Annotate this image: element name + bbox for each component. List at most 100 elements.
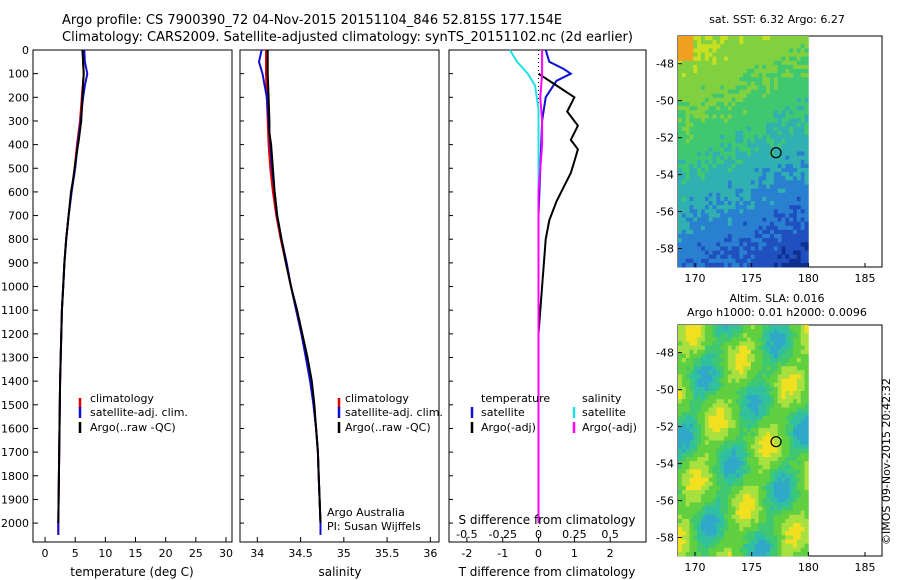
heatmap-cell — [693, 469, 698, 474]
heatmap-cell — [727, 176, 733, 181]
heatmap-cell — [712, 448, 717, 454]
heatmap-cell — [766, 229, 771, 235]
heatmap-cell — [747, 110, 752, 115]
heatmap-cell — [697, 411, 702, 417]
heatmap-cell — [720, 378, 725, 384]
heatmap-cell — [712, 102, 717, 107]
heatmap-cell — [754, 60, 759, 66]
heatmap-cell — [727, 254, 733, 260]
heatmap-cell — [793, 196, 798, 202]
heatmap-cell — [735, 89, 740, 95]
heatmap-cell — [766, 382, 771, 388]
heatmap-cell — [773, 139, 779, 144]
heatmap-cell — [770, 432, 775, 437]
heatmap-cell — [762, 452, 767, 458]
heatmap-cell — [693, 415, 698, 421]
heatmap-cell — [770, 469, 775, 474]
heatmap-cell — [785, 126, 790, 132]
heatmap-cell — [739, 106, 744, 111]
heatmap-cell — [750, 353, 756, 359]
heatmap-cell — [731, 527, 736, 532]
heatmap-cell — [785, 242, 790, 247]
heatmap-cell — [766, 366, 771, 371]
heatmap-cell — [789, 428, 794, 433]
heatmap-cell — [773, 539, 779, 545]
heatmap-cell — [743, 477, 748, 483]
heatmap-cell — [731, 201, 736, 206]
heatmap-cell — [766, 254, 771, 260]
heatmap-cell — [777, 465, 782, 470]
heatmap-cell — [720, 159, 725, 165]
heatmap-cell — [720, 337, 725, 342]
heatmap-cell — [727, 353, 733, 359]
heatmap-cell — [800, 188, 805, 194]
heatmap-cell — [727, 391, 733, 396]
heatmap-cell — [800, 221, 805, 227]
legend-label-t-argo: Argo(-adj) — [481, 421, 536, 434]
heatmap-cell — [789, 213, 794, 218]
heatmap-cell — [693, 386, 698, 392]
heatmap-cell — [754, 73, 759, 78]
heatmap-cell — [716, 64, 721, 70]
heatmap-cell — [724, 85, 729, 91]
heatmap-cell — [727, 345, 733, 351]
heatmap-cell — [766, 391, 771, 396]
heatmap-cell — [747, 118, 752, 124]
heatmap-cell — [678, 225, 683, 231]
heatmap-cell — [785, 81, 790, 86]
heatmap-cell — [789, 246, 794, 251]
heatmap-cell — [754, 432, 759, 437]
heatmap-cell — [781, 378, 786, 384]
heatmap-cell — [735, 353, 740, 359]
heatmap-cell — [747, 205, 752, 210]
heatmap-cell — [804, 188, 809, 194]
heatmap-cell — [701, 89, 706, 95]
heatmap-cell — [701, 48, 706, 53]
heatmap-cell — [762, 391, 767, 396]
x-tick-label: 35 — [337, 547, 351, 560]
heatmap-cell — [697, 518, 702, 524]
heatmap-cell — [735, 48, 740, 53]
heatmap-cell — [685, 89, 690, 95]
heatmap-cell — [762, 180, 767, 185]
heatmap-cell — [720, 543, 725, 549]
heatmap-cell — [747, 258, 752, 264]
heatmap-cell — [781, 192, 786, 198]
heatmap-cell — [685, 250, 690, 256]
heatmap-cell — [796, 448, 802, 454]
heatmap-cell — [712, 419, 717, 425]
heatmap-cell — [731, 436, 736, 441]
heatmap-cell — [796, 490, 802, 495]
heatmap-cell — [681, 452, 687, 458]
heatmap-cell — [731, 168, 736, 173]
heatmap-cell — [743, 262, 748, 268]
heatmap-cell — [689, 147, 694, 152]
heatmap-cell — [781, 440, 786, 446]
heatmap-cell — [800, 122, 805, 128]
heatmap-cell — [739, 498, 744, 503]
heatmap-cell — [773, 184, 779, 190]
heatmap-cell — [689, 374, 694, 380]
heatmap-cell — [766, 69, 771, 74]
heatmap-cell — [693, 325, 698, 330]
x-tick-label: 10 — [98, 547, 112, 560]
heatmap-cell — [800, 366, 805, 371]
heatmap-cell — [724, 498, 729, 503]
heatmap-cell — [724, 155, 729, 161]
heatmap-cell — [758, 473, 763, 479]
x-tick-label: 25 — [189, 547, 203, 560]
heatmap-cell — [731, 60, 736, 66]
heatmap-cell — [708, 457, 713, 462]
heatmap-cell — [681, 514, 687, 520]
heatmap-cell — [789, 481, 794, 487]
heatmap-cell — [789, 122, 794, 128]
heatmap-cell — [804, 432, 809, 437]
depth-tick-label: 1100 — [1, 304, 29, 317]
heatmap-cell — [735, 188, 740, 194]
heatmap-cell — [697, 498, 702, 503]
heatmap-cell — [716, 494, 721, 499]
heatmap-cell — [739, 353, 744, 359]
heatmap-cell — [693, 349, 698, 355]
heatmap-cell — [750, 415, 756, 421]
heatmap-cell — [697, 102, 702, 107]
